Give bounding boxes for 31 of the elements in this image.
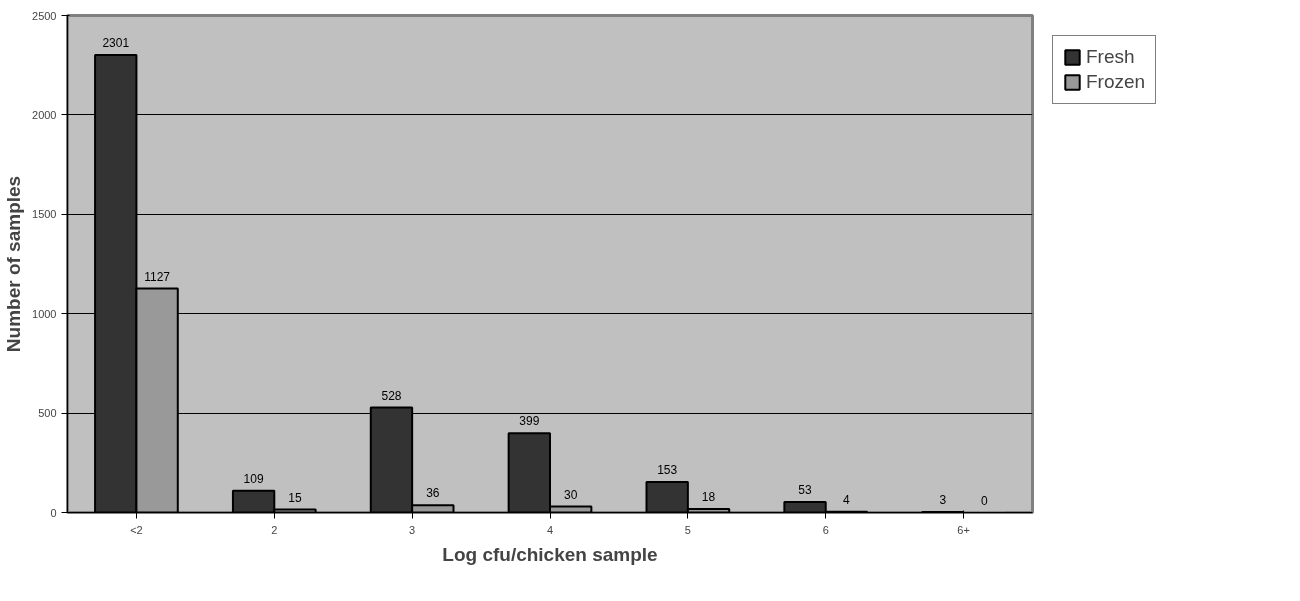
y-tick-label: 2500: [32, 9, 57, 22]
data-label: 4: [843, 492, 851, 507]
y-tick-label: 500: [38, 407, 57, 420]
y-tick-label: 1000: [32, 307, 57, 320]
x-axis-title: Log cfu/chicken sample: [442, 543, 658, 565]
x-tick-label: 4: [546, 523, 554, 536]
y-tick-label: 0: [50, 506, 57, 519]
x-tick-label: 2: [271, 523, 278, 536]
x-tick-label: 3: [409, 523, 416, 536]
legend-label: Frozen: [1086, 71, 1146, 93]
x-tick-label: <2: [130, 523, 143, 536]
data-label: 15: [288, 490, 302, 505]
legend-label: Fresh: [1086, 46, 1135, 68]
y-tick-label: 2000: [32, 108, 57, 121]
data-label: 153: [657, 463, 678, 478]
data-label: 53: [798, 483, 813, 498]
y-tick-label: 1500: [32, 208, 57, 221]
x-tick-label: 6: [822, 523, 829, 536]
data-label: 30: [564, 487, 578, 502]
data-label: 528: [381, 388, 402, 403]
data-label: 0: [980, 493, 988, 508]
data-label: 1127: [144, 269, 171, 284]
data-label: 18: [701, 489, 716, 504]
data-label: 399: [519, 414, 540, 429]
data-label: 2301: [102, 36, 130, 51]
x-tick-label: 6+: [957, 523, 970, 536]
data-label: 36: [426, 486, 440, 501]
y-axis-title: Number of samples: [3, 175, 25, 353]
data-label: 109: [243, 471, 264, 486]
x-tick-label: 5: [684, 523, 691, 536]
data-label: 3: [939, 492, 947, 507]
